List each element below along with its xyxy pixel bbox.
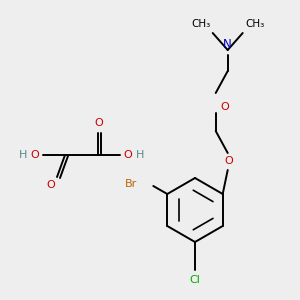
- Text: Br: Br: [125, 179, 137, 189]
- Text: H: H: [136, 150, 144, 160]
- Text: Cl: Cl: [190, 275, 200, 285]
- Text: O: O: [46, 180, 56, 190]
- Text: H: H: [19, 150, 27, 160]
- Text: CH₃: CH₃: [191, 19, 210, 29]
- Text: CH₃: CH₃: [245, 19, 264, 29]
- Text: O: O: [94, 118, 103, 128]
- Text: O: O: [224, 156, 233, 166]
- Text: N: N: [223, 38, 232, 50]
- Text: O: O: [31, 150, 39, 160]
- Text: O: O: [220, 102, 229, 112]
- Text: O: O: [124, 150, 132, 160]
